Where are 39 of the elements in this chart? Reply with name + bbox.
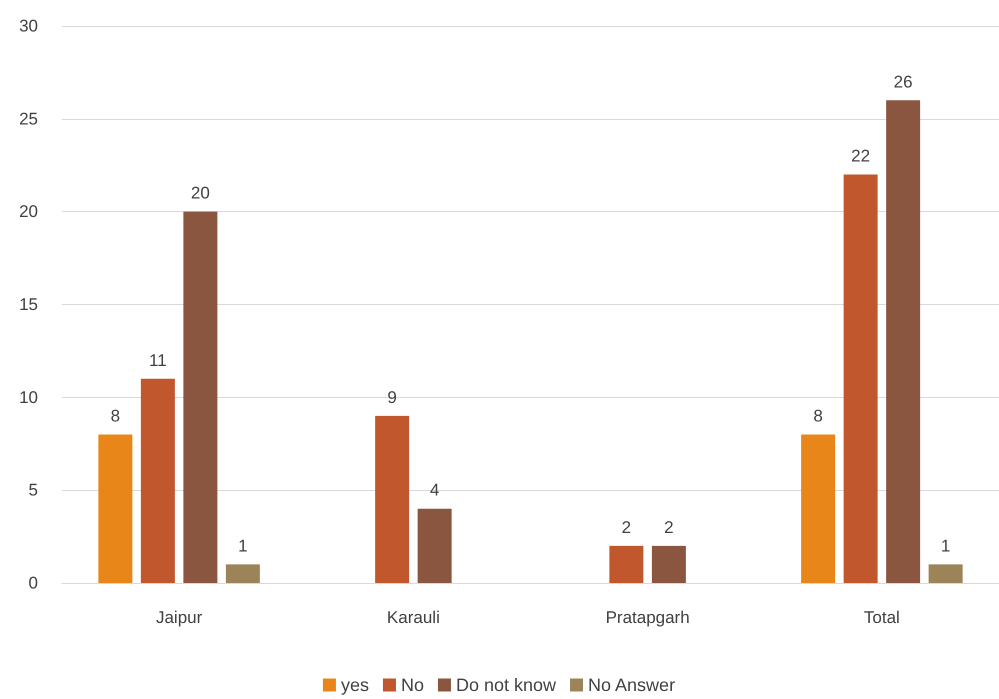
bar (226, 564, 260, 583)
legend-label: yes (340, 675, 369, 695)
bar (609, 546, 644, 583)
bar (844, 174, 878, 583)
y-tick-label: 20 (19, 202, 38, 222)
data-label: 11 (149, 350, 167, 370)
bar (928, 564, 963, 583)
data-label: 1 (940, 536, 950, 556)
legend-label: No Answer (588, 675, 676, 695)
bar (375, 416, 410, 583)
bar (98, 434, 132, 583)
y-tick-label: 15 (19, 295, 38, 314)
y-tick-label: 5 (28, 480, 38, 500)
data-label: 8 (110, 406, 120, 426)
bar (418, 508, 452, 583)
x-tick-label: Total (864, 608, 900, 627)
data-label: 22 (851, 146, 870, 166)
bar (886, 100, 920, 583)
data-label: 9 (387, 388, 397, 407)
y-tick-label: 30 (19, 16, 38, 36)
legend-label: No (400, 675, 424, 695)
data-label: 2 (622, 518, 632, 537)
bar (140, 378, 175, 583)
y-tick-label: 25 (19, 109, 38, 128)
legend-label: Do not know (456, 675, 558, 695)
bar (801, 434, 836, 583)
data-label: 1 (238, 536, 248, 556)
data-label: 20 (190, 184, 210, 203)
bar (652, 546, 686, 583)
x-tick-label: Karauli (386, 608, 440, 627)
data-label: 2 (664, 518, 674, 537)
bar (183, 212, 218, 583)
data-label: 8 (813, 406, 823, 426)
data-label: 4 (430, 480, 440, 500)
y-tick-label: 10 (19, 388, 38, 407)
data-label: 26 (894, 72, 913, 92)
x-tick-label: Jaipur (156, 608, 203, 627)
x-tick-label: Pratapgarh (606, 608, 690, 627)
y-tick-label: 0 (28, 574, 38, 592)
